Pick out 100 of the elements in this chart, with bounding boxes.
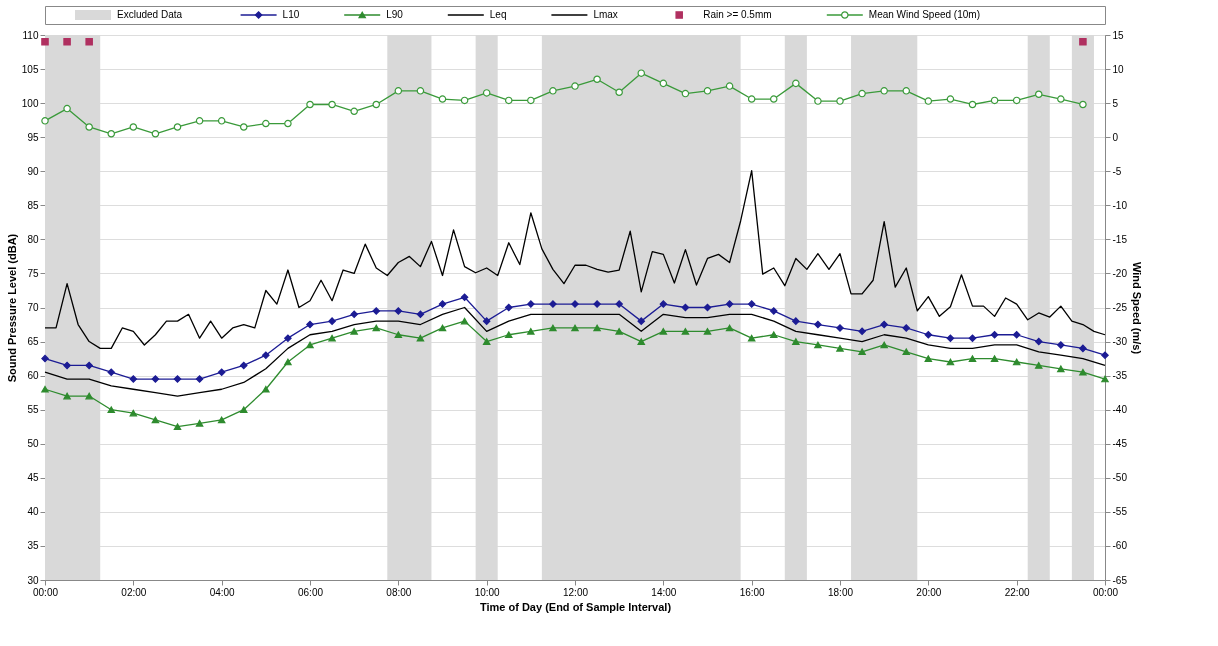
y-tick-label: 40 xyxy=(27,506,39,518)
x-tick-label: 14:00 xyxy=(651,586,677,598)
x-tick-label: 02:00 xyxy=(121,586,147,598)
point xyxy=(769,307,778,315)
point xyxy=(615,88,623,96)
point xyxy=(217,416,226,424)
y2-tick-label: 5 xyxy=(1112,97,1119,109)
point xyxy=(1101,375,1109,383)
point xyxy=(924,355,933,362)
point xyxy=(858,327,866,336)
y-tick-label: 90 xyxy=(27,165,39,177)
point xyxy=(306,341,314,349)
y2-tick-label: 10 xyxy=(1112,63,1125,75)
x-tick-label: 08:00 xyxy=(386,586,412,598)
point xyxy=(394,331,403,339)
point xyxy=(1079,38,1087,46)
point xyxy=(902,87,911,95)
point xyxy=(747,95,756,103)
point xyxy=(990,96,999,105)
point xyxy=(262,385,270,393)
point xyxy=(350,107,358,116)
point xyxy=(85,392,93,400)
point xyxy=(924,97,933,105)
point xyxy=(593,324,601,332)
point xyxy=(858,89,866,98)
point xyxy=(284,334,292,342)
point xyxy=(615,300,623,308)
point xyxy=(63,392,71,400)
point xyxy=(284,119,292,128)
point xyxy=(328,334,336,342)
point xyxy=(527,328,535,335)
point xyxy=(637,338,646,345)
y2-tick-label: -45 xyxy=(1112,438,1128,450)
point xyxy=(792,79,800,88)
y-tick-label: 35 xyxy=(27,540,39,552)
point xyxy=(438,95,447,103)
x-tick-label: 04:00 xyxy=(209,586,236,598)
point xyxy=(571,324,579,332)
point xyxy=(1034,90,1043,99)
point xyxy=(63,38,71,46)
x-tick-label: 00:00 xyxy=(1092,586,1119,598)
y2-tick-label: -35 xyxy=(1112,370,1128,382)
y2-axis-title: Wind Speed (m/s) xyxy=(1130,261,1143,355)
point xyxy=(262,351,270,359)
y-tick-label: 70 xyxy=(27,302,39,313)
legend-label: Mean Wind Speed (10m) xyxy=(868,9,980,20)
point xyxy=(372,100,381,109)
point xyxy=(151,375,160,383)
point xyxy=(217,117,226,125)
point xyxy=(549,87,557,95)
point xyxy=(129,123,138,131)
point xyxy=(549,324,557,332)
point xyxy=(85,38,93,46)
point xyxy=(85,123,93,131)
point xyxy=(703,328,712,335)
point xyxy=(41,38,49,46)
line-series xyxy=(44,169,1106,350)
legend-label: L90 xyxy=(386,9,404,20)
point xyxy=(306,320,314,329)
y2-tick-label: -25 xyxy=(1112,302,1128,313)
y2-tick-label: -5 xyxy=(1112,165,1122,177)
point xyxy=(482,89,491,97)
point xyxy=(946,358,955,366)
point xyxy=(880,320,888,329)
legend-label: L10 xyxy=(282,9,300,20)
point xyxy=(129,375,138,383)
point xyxy=(1057,95,1065,103)
point xyxy=(659,300,668,308)
point xyxy=(107,406,116,414)
y2-tick-label: -50 xyxy=(1112,472,1128,484)
point xyxy=(504,303,513,312)
point xyxy=(1079,344,1087,353)
point xyxy=(902,324,911,332)
point xyxy=(129,409,138,417)
point xyxy=(460,96,469,105)
point xyxy=(151,416,160,424)
legend-label: Rain >= 0.5mm xyxy=(703,9,772,20)
point xyxy=(637,317,646,325)
x-tick-label: 06:00 xyxy=(297,586,324,598)
point xyxy=(814,320,822,329)
x-tick-label: 10:00 xyxy=(474,586,501,598)
point xyxy=(659,328,668,335)
point xyxy=(262,119,270,128)
point xyxy=(239,406,248,414)
y-tick-label: 100 xyxy=(21,97,39,109)
y-axis-title: Sound Pressure Level (dBA) xyxy=(5,233,18,383)
point xyxy=(769,331,778,339)
point xyxy=(482,338,491,345)
point xyxy=(41,117,49,125)
point xyxy=(836,345,844,352)
point xyxy=(41,385,49,393)
point xyxy=(615,328,623,335)
line-series xyxy=(44,306,1106,397)
point xyxy=(990,355,999,362)
point xyxy=(703,87,712,95)
point xyxy=(593,75,601,84)
point xyxy=(924,330,933,339)
point xyxy=(1034,337,1043,346)
point xyxy=(681,303,690,312)
point xyxy=(416,310,425,319)
